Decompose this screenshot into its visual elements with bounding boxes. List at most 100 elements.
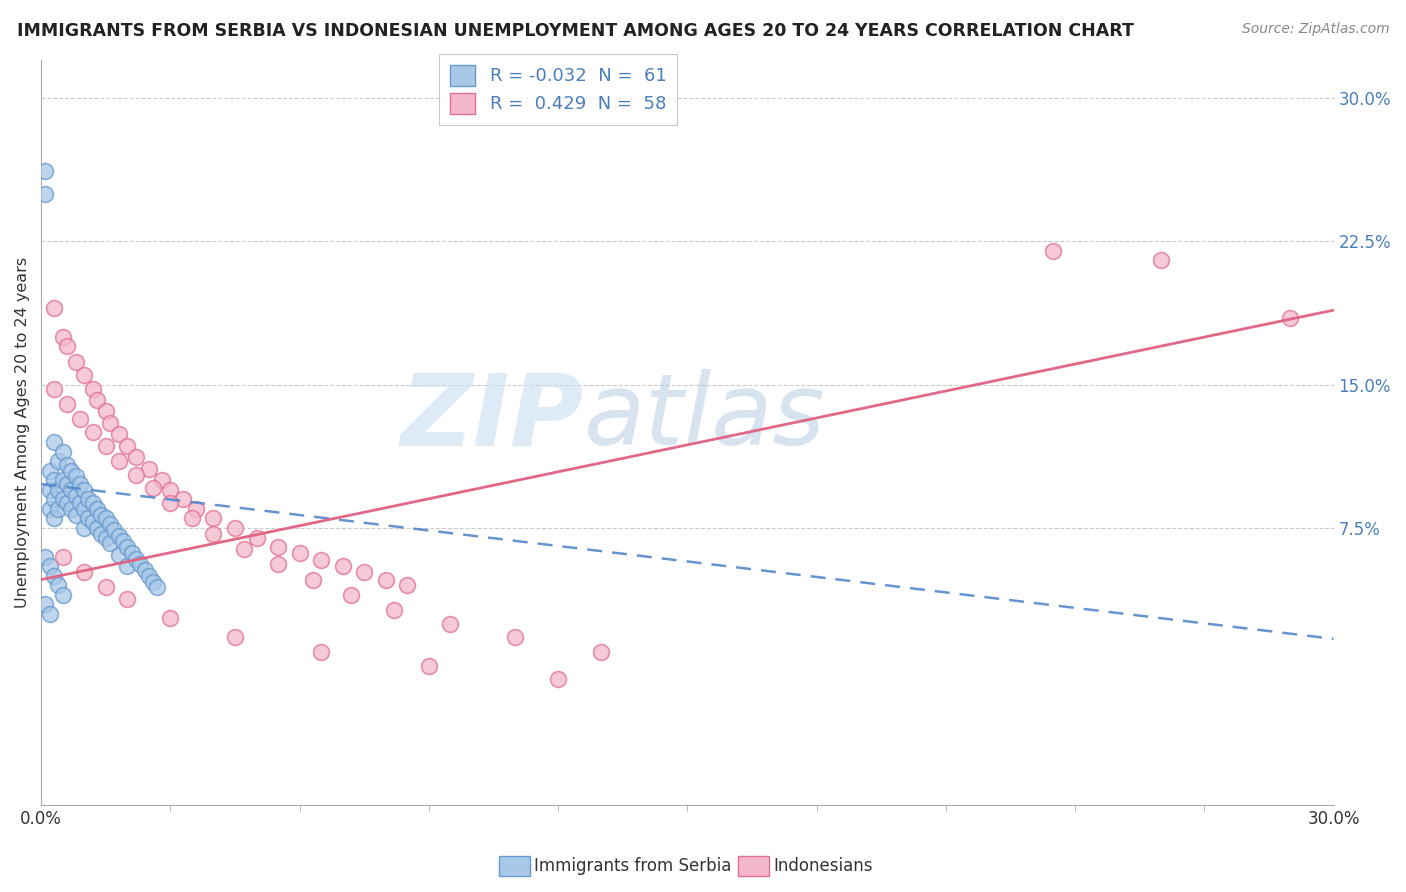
Point: [353, 565, 375, 579]
Point: [42, 301, 65, 316]
Point: [159, 611, 181, 625]
Point: [69, 412, 91, 426]
Point: [98, 517, 121, 532]
Point: [591, 645, 613, 659]
Point: [150, 473, 173, 487]
Point: [202, 526, 225, 541]
Point: [46, 454, 69, 468]
Point: [69, 477, 91, 491]
Point: [38, 464, 60, 478]
Point: [146, 580, 169, 594]
Point: [34, 598, 56, 612]
Point: [129, 558, 152, 572]
Point: [86, 521, 108, 535]
Point: [224, 630, 246, 644]
Point: [301, 573, 323, 587]
Point: [56, 339, 79, 353]
Point: [42, 435, 65, 450]
Point: [98, 536, 121, 550]
Point: [172, 492, 194, 507]
Point: [60, 502, 83, 516]
Point: [142, 481, 165, 495]
Point: [82, 516, 104, 530]
Text: Source: ZipAtlas.com: Source: ZipAtlas.com: [1241, 22, 1389, 37]
Point: [382, 603, 405, 617]
Point: [1150, 253, 1173, 268]
Point: [439, 616, 461, 631]
Point: [65, 489, 87, 503]
Point: [65, 469, 87, 483]
Point: [82, 382, 104, 396]
Point: [90, 526, 112, 541]
Point: [34, 549, 56, 564]
Point: [56, 397, 79, 411]
Point: [374, 573, 396, 587]
Point: [245, 531, 267, 545]
Point: [34, 186, 56, 201]
Point: [52, 473, 75, 487]
Point: [42, 473, 65, 487]
Point: [309, 553, 332, 567]
Point: [73, 483, 96, 497]
Text: atlas: atlas: [583, 369, 825, 466]
Point: [77, 511, 100, 525]
Point: [60, 464, 83, 478]
Point: [142, 574, 165, 589]
Point: [73, 368, 96, 383]
Point: [86, 392, 108, 407]
Point: [82, 496, 104, 510]
Point: [107, 427, 129, 442]
Text: Immigrants from Serbia: Immigrants from Serbia: [534, 857, 731, 875]
Text: IMMIGRANTS FROM SERBIA VS INDONESIAN UNEMPLOYMENT AMONG AGES 20 TO 24 YEARS CORR: IMMIGRANTS FROM SERBIA VS INDONESIAN UNE…: [17, 22, 1133, 40]
Legend: R = -0.032  N =  61, R =  0.429  N =  58: R = -0.032 N = 61, R = 0.429 N = 58: [439, 54, 678, 125]
Point: [332, 559, 354, 574]
Text: Indonesians: Indonesians: [773, 857, 873, 875]
Point: [46, 502, 69, 516]
Point: [117, 559, 139, 574]
Point: [125, 467, 148, 482]
Point: [73, 502, 96, 516]
Point: [503, 630, 526, 644]
Point: [107, 548, 129, 562]
Point: [73, 565, 96, 579]
Point: [180, 511, 202, 525]
Point: [38, 607, 60, 621]
Point: [138, 462, 160, 476]
Point: [186, 502, 208, 516]
Point: [94, 580, 117, 594]
Point: [94, 404, 117, 418]
Point: [94, 511, 117, 525]
Point: [125, 450, 148, 465]
Point: [288, 546, 311, 560]
Point: [107, 454, 129, 468]
Point: [38, 502, 60, 516]
Point: [159, 483, 181, 497]
Point: [65, 355, 87, 369]
Point: [1279, 310, 1302, 325]
Point: [309, 645, 332, 659]
Point: [77, 492, 100, 507]
Point: [42, 492, 65, 507]
Point: [46, 483, 69, 497]
Point: [117, 591, 139, 606]
Point: [159, 496, 181, 510]
Text: ZIP: ZIP: [401, 369, 583, 466]
Point: [1042, 244, 1064, 258]
Point: [396, 578, 419, 592]
Point: [52, 330, 75, 344]
Point: [52, 492, 75, 507]
Point: [121, 546, 143, 560]
Point: [38, 483, 60, 497]
Point: [202, 511, 225, 525]
Point: [224, 521, 246, 535]
Point: [52, 588, 75, 602]
Point: [60, 483, 83, 497]
Point: [232, 541, 254, 556]
Point: [103, 523, 125, 537]
Point: [52, 444, 75, 458]
Point: [134, 563, 156, 577]
Point: [94, 439, 117, 453]
Point: [73, 521, 96, 535]
Point: [46, 578, 69, 592]
Point: [65, 508, 87, 522]
